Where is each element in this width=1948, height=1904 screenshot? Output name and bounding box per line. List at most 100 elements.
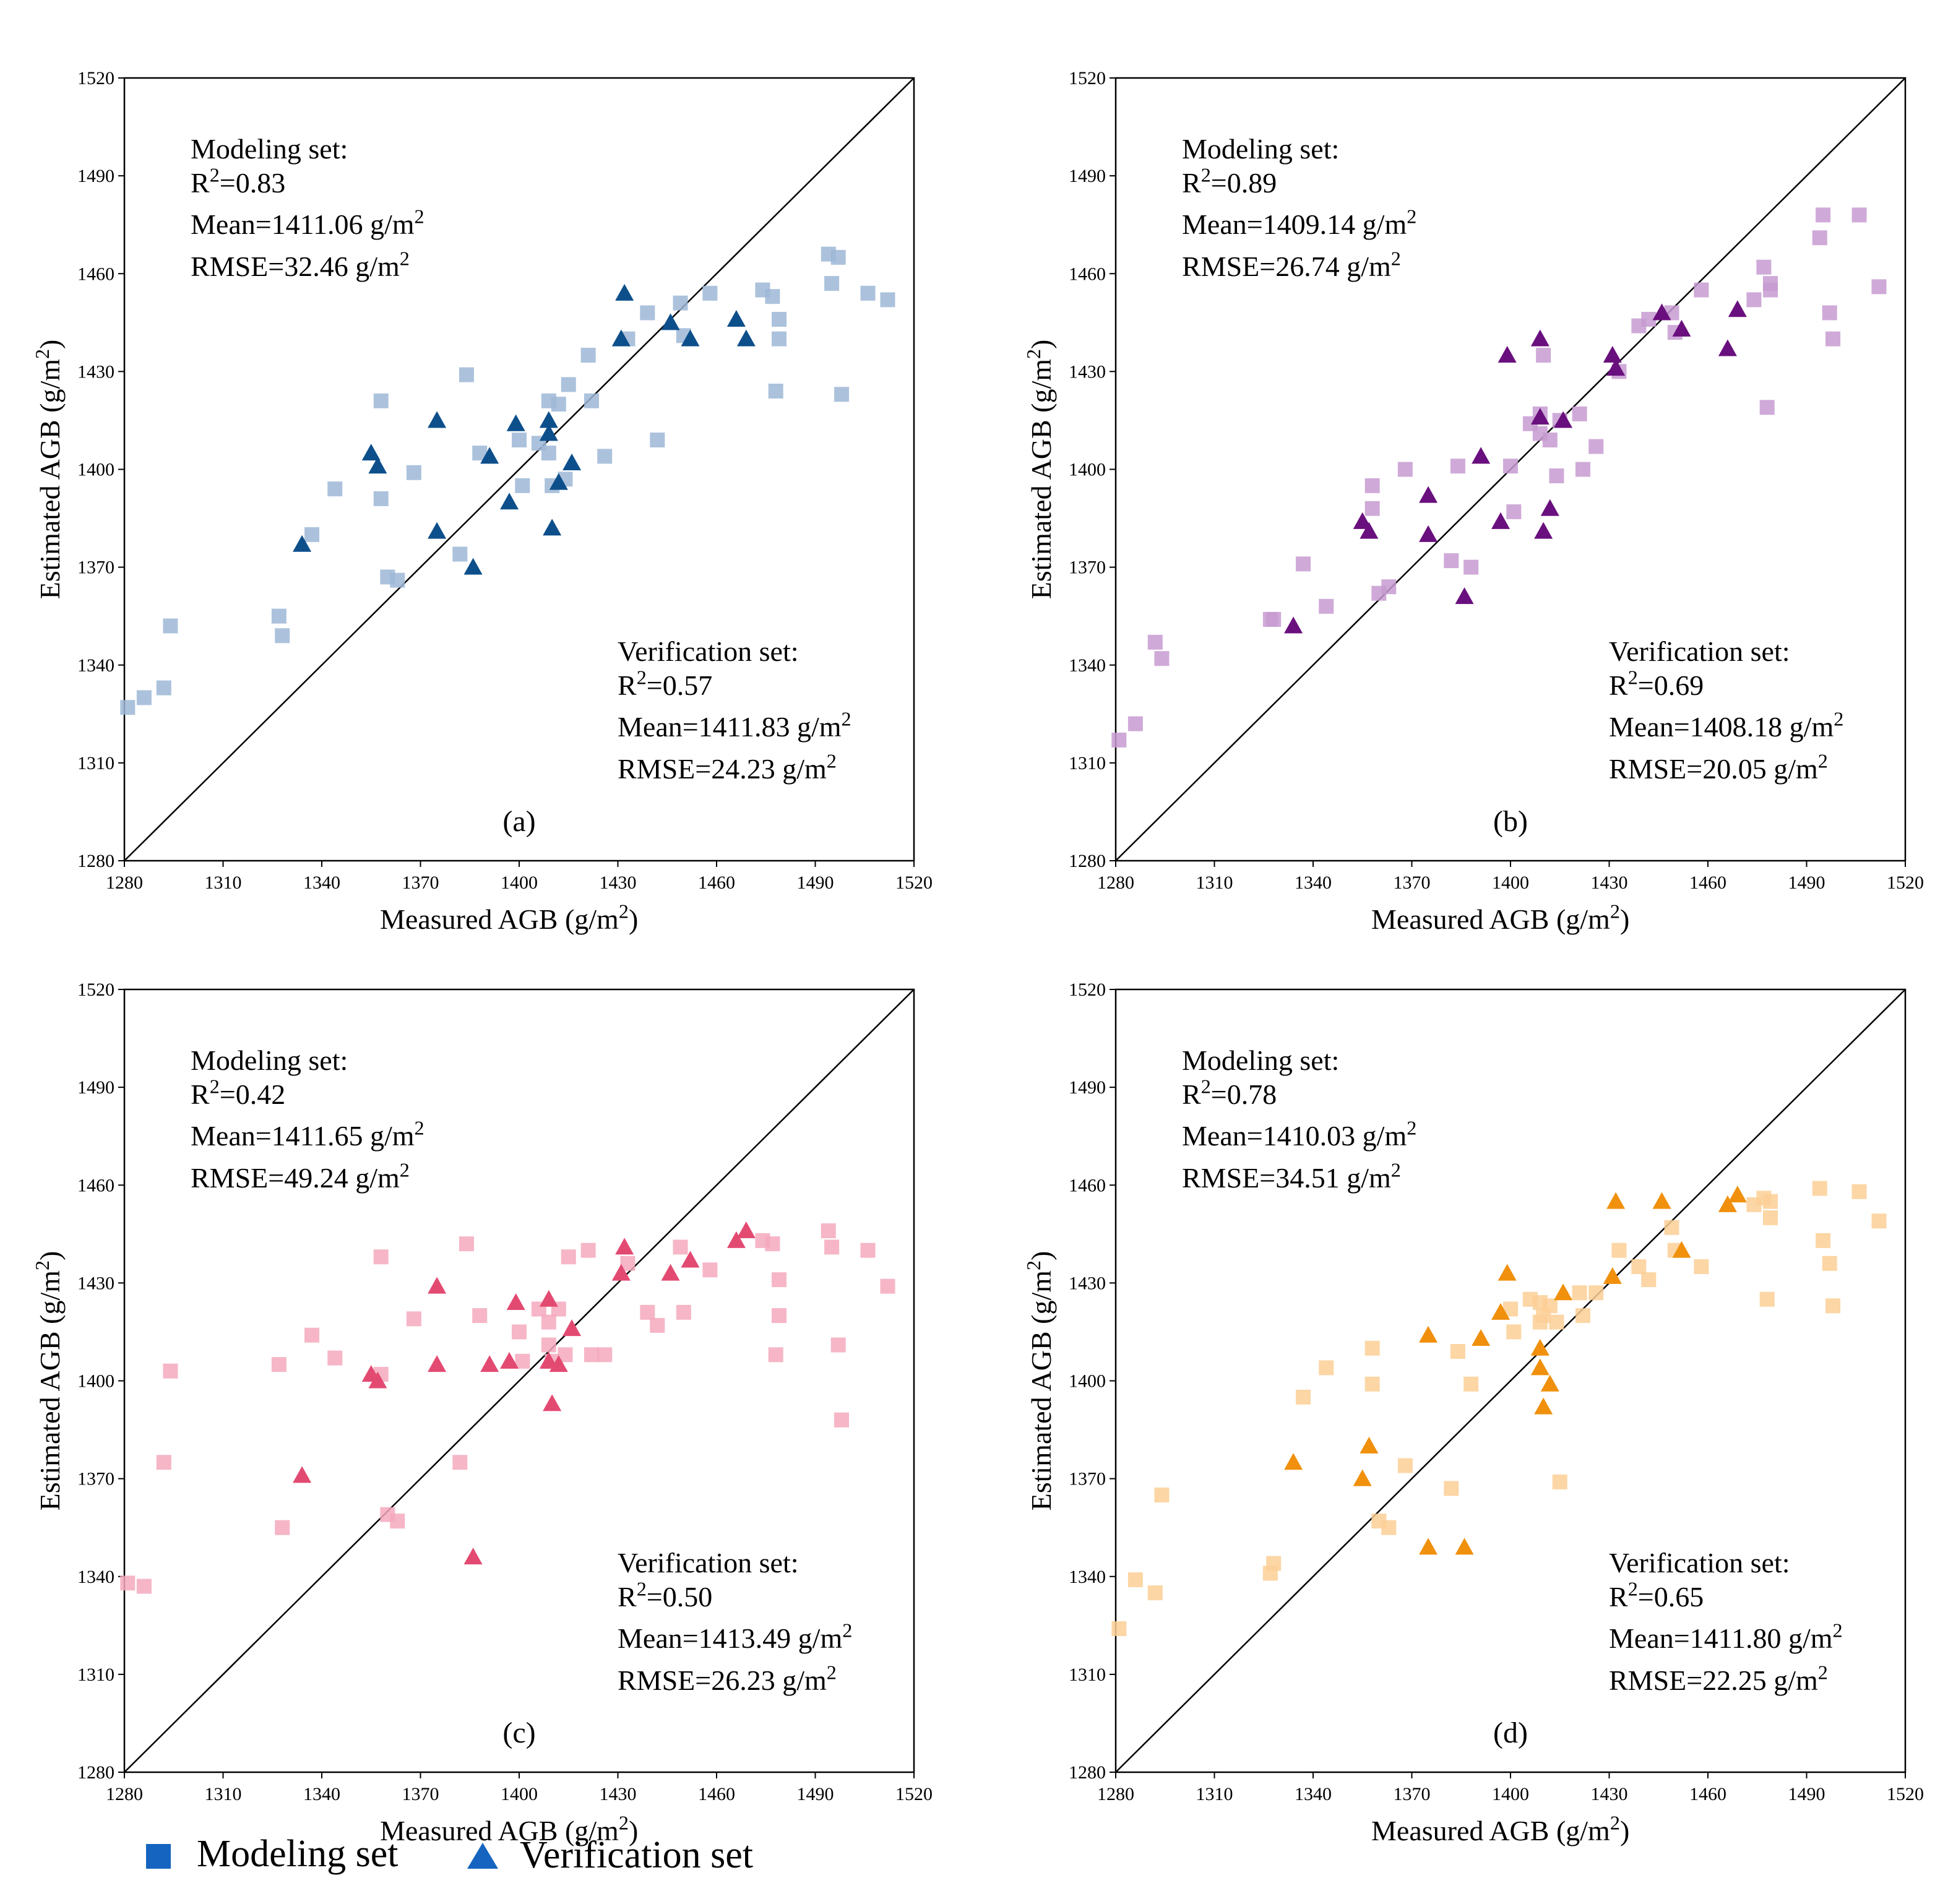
verification-point bbox=[1540, 499, 1559, 516]
modeling-point bbox=[1296, 1389, 1311, 1405]
verification-point bbox=[428, 1277, 447, 1294]
verification-point bbox=[293, 1466, 312, 1483]
scatter-panel-2: 1280 1310 1340 1370 1400 1430 1460 1490 1520 1280… bbox=[1022, 68, 1924, 935]
verification-point bbox=[1360, 1436, 1379, 1454]
modeling-rmse: RMSE=49.24 g/m2 bbox=[191, 1159, 410, 1194]
modeling-point bbox=[1397, 462, 1413, 477]
y-tick-label: 1340 bbox=[77, 1567, 114, 1587]
verification-r2: R2=0.50 bbox=[618, 1578, 712, 1613]
modeling-point bbox=[1588, 439, 1604, 454]
y-tick-label: 1490 bbox=[77, 166, 114, 186]
modeling-point bbox=[327, 481, 343, 497]
x-tick-label: 1490 bbox=[1788, 872, 1825, 893]
modeling-point bbox=[373, 393, 389, 408]
verification-point bbox=[726, 310, 746, 327]
modeling-point bbox=[1575, 462, 1590, 477]
modeling-point bbox=[541, 446, 556, 461]
modeling-point bbox=[824, 1239, 840, 1255]
modeling-point bbox=[459, 367, 474, 382]
x-tick-label: 1460 bbox=[1689, 1784, 1726, 1804]
modeling-point bbox=[512, 433, 527, 448]
modeling-point bbox=[1506, 504, 1522, 520]
modeling-point bbox=[1397, 1458, 1413, 1473]
verification-header: Verification set: bbox=[1609, 1547, 1790, 1579]
verification-point bbox=[1606, 1192, 1626, 1209]
verification-point bbox=[549, 473, 568, 490]
modeling-point bbox=[1542, 433, 1558, 448]
verification-point bbox=[611, 1264, 631, 1281]
verification-point bbox=[368, 457, 387, 474]
verification-point bbox=[661, 313, 680, 330]
x-tick-label: 1370 bbox=[1394, 872, 1431, 893]
modeling-point bbox=[597, 449, 613, 464]
verification-point bbox=[428, 522, 447, 539]
y-tick-label: 1400 bbox=[1069, 460, 1106, 480]
modeling-point bbox=[271, 1357, 287, 1372]
modeling-point bbox=[156, 1455, 171, 1470]
x-tick-label: 1310 bbox=[1196, 872, 1233, 893]
y-tick-label: 1280 bbox=[77, 1762, 114, 1783]
modeling-point bbox=[1463, 559, 1479, 575]
y-tick-label: 1280 bbox=[1069, 851, 1106, 871]
modeling-point bbox=[1542, 1298, 1558, 1314]
verification-point bbox=[1672, 319, 1691, 337]
legend-verification-label: Verification set bbox=[520, 1834, 753, 1876]
verification-points bbox=[1284, 1186, 1747, 1555]
modeling-point bbox=[1147, 634, 1163, 650]
y-tick-label: 1490 bbox=[1069, 1077, 1106, 1098]
x-tick-label: 1340 bbox=[1295, 872, 1332, 893]
modeling-r2: R2=0.78 bbox=[1182, 1075, 1277, 1110]
verification-point bbox=[293, 535, 312, 552]
modeling-rmse: RMSE=26.74 g/m2 bbox=[1182, 248, 1401, 282]
modeling-point bbox=[650, 1317, 665, 1333]
modeling-point bbox=[136, 1579, 152, 1594]
modeling-point bbox=[541, 1314, 556, 1330]
verification-point bbox=[506, 414, 525, 431]
modeling-point bbox=[452, 1455, 468, 1470]
modeling-point bbox=[1296, 556, 1311, 572]
x-tick-label: 1490 bbox=[1788, 1784, 1825, 1804]
verification-point bbox=[1360, 522, 1379, 539]
y-tick-label: 1400 bbox=[77, 1371, 114, 1392]
x-tick-label: 1460 bbox=[1689, 872, 1726, 893]
verification-point bbox=[1534, 1397, 1553, 1415]
modeling-point bbox=[1266, 1556, 1282, 1571]
modeling-point bbox=[1463, 1376, 1479, 1392]
modeling-point bbox=[1759, 1291, 1775, 1307]
verification-point bbox=[1728, 300, 1747, 317]
modeling-points bbox=[1111, 1181, 1887, 1637]
verification-point bbox=[611, 329, 631, 347]
modeling-point bbox=[1759, 400, 1775, 415]
modeling-points bbox=[120, 246, 895, 715]
verification-point bbox=[500, 493, 519, 510]
verification-point bbox=[615, 283, 634, 301]
modeling-r2: R2=0.42 bbox=[191, 1075, 285, 1110]
y-tick-label: 1340 bbox=[77, 655, 114, 676]
verification-points bbox=[1284, 300, 1747, 634]
verification-point bbox=[463, 558, 483, 575]
modeling-point bbox=[830, 1337, 846, 1353]
verification-point bbox=[1472, 447, 1491, 464]
modeling-point bbox=[406, 1311, 421, 1327]
modeling-point bbox=[676, 1304, 691, 1320]
verification-point bbox=[1353, 1469, 1372, 1486]
y-tick-label: 1310 bbox=[1069, 1665, 1106, 1685]
modeling-point bbox=[1816, 207, 1831, 223]
modeling-point bbox=[834, 387, 850, 402]
modeling-point bbox=[1364, 501, 1380, 516]
verification-point bbox=[539, 1290, 558, 1307]
verification-point bbox=[736, 329, 756, 347]
verification-rmse: RMSE=24.23 g/m2 bbox=[618, 750, 837, 785]
modeling-point bbox=[452, 546, 468, 562]
modeling-point bbox=[390, 572, 405, 588]
modeling-point bbox=[650, 433, 665, 448]
modeling-point bbox=[1588, 1285, 1604, 1301]
verification-point bbox=[480, 1355, 499, 1372]
verification-point bbox=[1652, 1192, 1671, 1209]
modeling-header: Modeling set: bbox=[1182, 133, 1339, 165]
modeling-point bbox=[515, 478, 530, 493]
x-tick-label: 1280 bbox=[1097, 1784, 1134, 1804]
modeling-point bbox=[373, 1249, 389, 1265]
modeling-point bbox=[156, 680, 171, 696]
verification-point bbox=[1554, 411, 1573, 428]
